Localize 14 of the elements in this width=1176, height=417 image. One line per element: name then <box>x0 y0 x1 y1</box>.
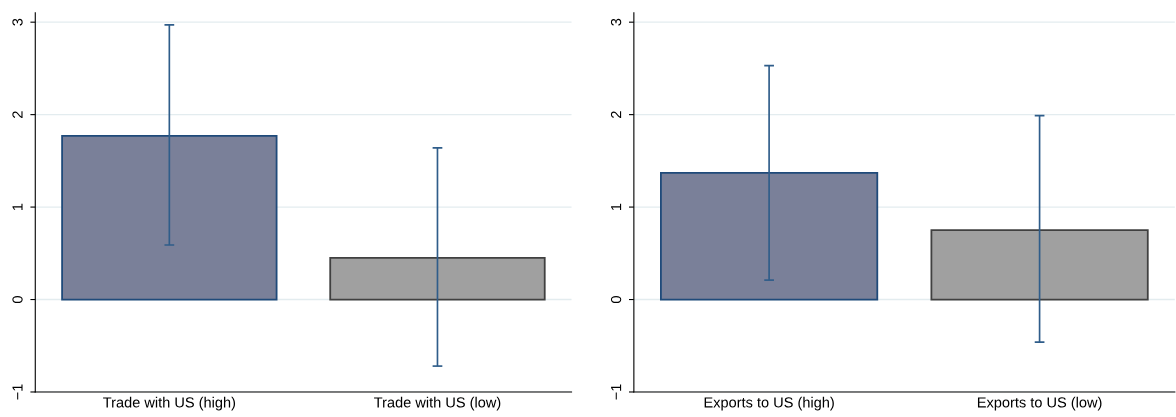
y-tick-label: 3 <box>610 18 622 26</box>
x-tick-label: Exports to US (high) <box>704 396 834 411</box>
y-tick-label: −1 <box>611 384 622 400</box>
y-tick-label: 1 <box>611 203 622 211</box>
y-tick-label: 3 <box>12 18 23 26</box>
x-tick-label: Trade with US (low) <box>374 396 501 411</box>
y-tick-label: −1 <box>12 384 23 400</box>
y-tick-label: 2 <box>610 111 622 118</box>
y-tick-label: 0 <box>610 296 622 304</box>
y-tick-label: 1 <box>12 203 23 211</box>
y-tick-label: 0 <box>12 296 23 304</box>
y-tick-label: 2 <box>12 111 23 118</box>
x-tick-label: Trade with US (high) <box>103 396 236 411</box>
x-tick-label: Exports to US (low) <box>977 396 1102 411</box>
